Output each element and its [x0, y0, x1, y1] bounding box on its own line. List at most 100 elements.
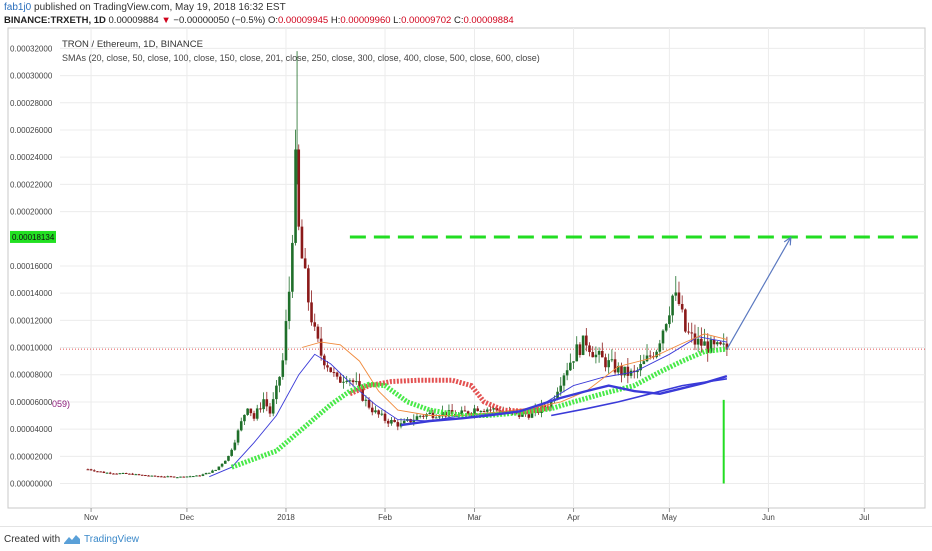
- candle-body: [105, 472, 109, 474]
- candle-body: [671, 295, 674, 316]
- target-price-badge: [10, 230, 56, 243]
- candle-body: [153, 475, 157, 477]
- x-tick-label: Apr: [567, 513, 580, 522]
- candle-body: [172, 476, 176, 478]
- candle-body: [636, 370, 639, 373]
- candle-body: [594, 354, 598, 358]
- candle-body: [287, 291, 291, 322]
- candle-body: [89, 469, 93, 471]
- y-tick-label: 0.00006000: [10, 398, 53, 407]
- candle-body: [610, 359, 614, 361]
- candle-body: [572, 361, 575, 363]
- candle-body: [249, 408, 253, 414]
- y-tick-label: 0.00022000: [10, 180, 53, 189]
- candle-body: [565, 370, 569, 376]
- candle-body: [281, 360, 285, 377]
- candle-body: [310, 302, 313, 323]
- candle-body: [690, 332, 694, 334]
- open-label: O:: [267, 15, 278, 26]
- target-price-label: 0.00018134: [12, 233, 55, 242]
- y-tick-label: 0.00016000: [10, 262, 53, 271]
- candle-body: [485, 409, 489, 412]
- candle-body: [674, 292, 678, 296]
- low-value: 0.00009702: [401, 15, 452, 26]
- candle-body: [182, 476, 186, 478]
- candle-body: [204, 472, 208, 475]
- candle-body: [179, 476, 182, 478]
- candle-body: [463, 410, 467, 412]
- candle-body: [134, 474, 138, 476]
- candle-body: [629, 370, 633, 376]
- candle-body: [687, 331, 690, 333]
- candle-body: [239, 421, 243, 431]
- y-tick-label: 0.00008000: [10, 371, 53, 380]
- candle-body: [348, 380, 352, 382]
- candle-body: [329, 367, 333, 373]
- candle-body: [725, 343, 729, 350]
- plot-frame: [7, 27, 926, 509]
- candle-body: [217, 466, 221, 470]
- candle-body: [316, 326, 320, 339]
- candle-body: [259, 408, 262, 410]
- candle-body: [709, 339, 713, 353]
- close-value: 0.00009884: [463, 15, 514, 26]
- candle-body: [354, 381, 358, 383]
- sma-line-4: [400, 374, 728, 427]
- candle-body: [422, 415, 425, 417]
- candle-body: [160, 476, 163, 478]
- candle-body: [243, 414, 246, 422]
- tradingview-logo-icon[interactable]: [63, 533, 81, 545]
- candle-body: [597, 350, 601, 355]
- publish-line: fab1j0 published on TradingView.com, May…: [4, 2, 286, 13]
- candle-body: [275, 385, 278, 400]
- candle-body: [632, 370, 636, 373]
- candle-body: [313, 322, 317, 327]
- y-tick-label: 0.00032000: [10, 44, 53, 53]
- y-tick-label: 0.00020000: [10, 208, 53, 217]
- candle-body: [415, 416, 419, 420]
- candle-body: [642, 361, 646, 365]
- candle-body: [291, 242, 294, 292]
- candle-body: [265, 399, 269, 407]
- candle-body: [300, 226, 304, 259]
- candle-body: [271, 399, 275, 414]
- x-tick-label: Dec: [180, 513, 194, 522]
- candle-body: [246, 408, 249, 415]
- candle-body: [150, 475, 154, 477]
- y-tick-label: 0.00024000: [10, 153, 53, 162]
- candle-body: [140, 474, 144, 476]
- candle-body: [303, 258, 307, 269]
- candle-body: [473, 408, 476, 415]
- candle-body: [479, 411, 483, 413]
- x-tick-label: 2018: [277, 513, 295, 522]
- author-link[interactable]: fab1j0: [4, 2, 32, 13]
- candle-body: [396, 422, 400, 427]
- candle-body: [600, 350, 604, 358]
- candle-body: [696, 338, 700, 345]
- candle-body: [661, 330, 665, 344]
- candle-body: [121, 472, 125, 474]
- y-axis: 0.00032000 0.00030000 0.00028000 0.00026000…: [10, 44, 53, 488]
- tradingview-brand-link[interactable]: TradingView: [84, 534, 140, 545]
- candle-body: [345, 380, 348, 382]
- candle-body: [585, 335, 588, 346]
- candle-body: [137, 474, 141, 476]
- candle-body: [434, 417, 438, 419]
- candle-body: [402, 420, 406, 424]
- candle-body: [716, 342, 719, 345]
- candle-body: [115, 473, 118, 475]
- candle-body: [342, 381, 345, 383]
- candle-body: [169, 476, 173, 478]
- candle-body: [588, 345, 591, 353]
- x-tick-label: Jun: [762, 513, 775, 522]
- candle-body: [351, 380, 355, 383]
- candle-body: [559, 385, 563, 392]
- candle-body: [719, 342, 722, 345]
- candle-body: [364, 399, 368, 401]
- candle-body: [386, 420, 390, 424]
- candle-body: [645, 355, 649, 362]
- symbol-label: BINANCE:TRXETH, 1D: [4, 15, 106, 26]
- candle-body: [176, 477, 179, 479]
- candle-body: [201, 474, 205, 476]
- sma-line-5: [551, 378, 728, 417]
